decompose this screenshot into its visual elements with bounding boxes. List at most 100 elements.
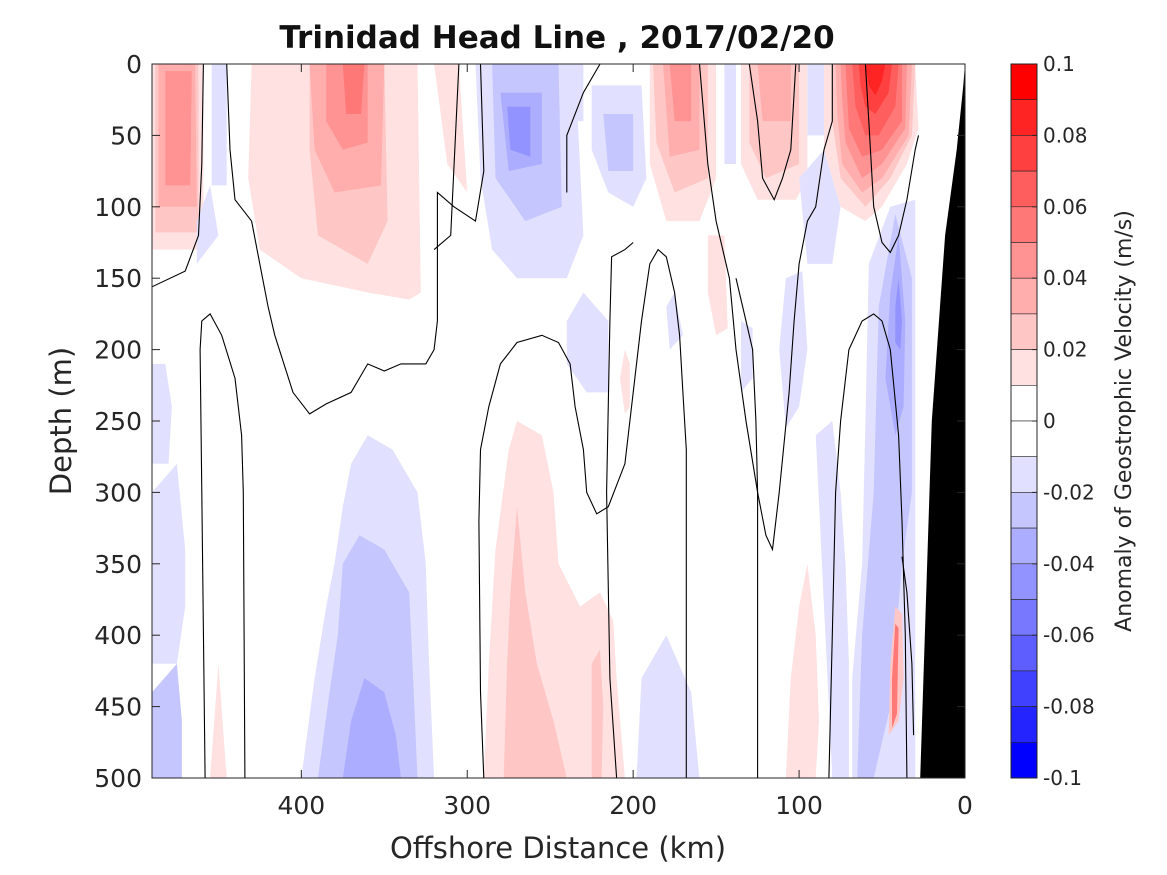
colorbar-tick-label: 0.02: [1043, 338, 1088, 362]
velocity-contour-fill: [815, 421, 849, 778]
chart-title: Trinidad Head Line , 2017/02/20: [279, 20, 834, 56]
velocity-contour-fill: [317, 535, 418, 778]
colorbar-swatch: [1010, 599, 1038, 636]
velocity-contour-fill: [165, 71, 192, 186]
velocity-contour-fill: [807, 64, 824, 136]
y-tick-label: 0: [126, 50, 142, 79]
velocity-contour-fill: [210, 663, 227, 778]
velocity-contour-fill: [342, 64, 365, 114]
velocity-contour-fill: [779, 271, 808, 429]
colorbar-tick-label: -0.02: [1043, 480, 1095, 504]
velocity-contour-fill: [785, 563, 819, 778]
y-tick-label: 200: [94, 336, 142, 365]
colorbar-tick-label: 0.06: [1043, 195, 1088, 219]
colorbar-swatch: [1010, 670, 1038, 707]
colorbar-tick-label: -0.08: [1043, 695, 1095, 719]
colorbar-swatch: [1010, 63, 1038, 101]
velocity-contour-fill: [724, 64, 736, 164]
velocity-contour-fill: [707, 235, 728, 336]
axes: 400 300 200 100 0 0 50 100 150 200 250 300 350 400 450…: [94, 50, 973, 820]
velocity-contour-fill: [211, 64, 227, 186]
zero-contour-line: [566, 64, 601, 193]
y-tick-label: 250: [94, 407, 142, 436]
velocity-contour-fill: [152, 663, 182, 778]
velocity-contour-fill: [666, 292, 683, 350]
colorbar-swatch: [1010, 527, 1038, 565]
y-tick-label: 100: [94, 193, 142, 222]
colorbar-swatch: [1010, 242, 1038, 279]
colorbar-tick-label: 0.1: [1043, 52, 1075, 76]
velocity-contour-fill: [434, 64, 468, 193]
velocity-contour-fill: [799, 149, 841, 264]
zero-contour-line: [478, 248, 687, 778]
colorbar-tick-label: 0.08: [1043, 123, 1088, 147]
zero-contour-line: [828, 313, 908, 778]
colorbar-tick-label: -0.06: [1043, 623, 1095, 647]
velocity-contour-fill: [152, 363, 172, 464]
zero-contour-line: [901, 556, 915, 736]
colorbar-tick-label: 0: [1043, 409, 1056, 433]
x-tick-label: 0: [957, 791, 973, 820]
zero-contour-line: [748, 64, 797, 202]
y-axis-label: Depth (m): [44, 347, 78, 495]
colorbar-swatch: [1010, 313, 1038, 350]
velocity-contour-fill: [196, 185, 219, 264]
x-tick-label: 300: [443, 791, 491, 820]
velocity-contour-fill: [152, 463, 186, 664]
zero-contour-line: [199, 313, 246, 778]
colorbar-swatch: [1010, 170, 1038, 208]
colorbar-swatch: [1010, 563, 1038, 600]
velocity-contour-fill: [503, 506, 567, 778]
colorbar-swatch: [1010, 135, 1038, 172]
y-tick-label: 350: [94, 550, 142, 579]
plot-area: [152, 64, 965, 778]
velocity-contour-fill: [566, 64, 584, 122]
colorbar-swatch: [1010, 206, 1038, 243]
y-tick-label: 450: [94, 693, 142, 722]
velocity-contour-fill: [865, 64, 886, 96]
velocity-contour-fill: [619, 349, 630, 414]
zero-contour-line: [152, 64, 204, 288]
x-axis-label: Offshore Distance (km): [390, 831, 726, 865]
x-tick-label: 200: [609, 791, 657, 820]
velocity-contour-fill: [636, 635, 700, 778]
x-tick-label: 400: [277, 791, 325, 820]
y-tick-label: 400: [94, 621, 142, 650]
zero-contour-line: [433, 64, 460, 251]
colorbar-swatch: [1010, 456, 1038, 493]
colorbar-swatch: [1010, 420, 1038, 458]
velocity-contour-fill: [507, 106, 531, 157]
colorbar-swatch: [1010, 277, 1038, 315]
velocity-contour-fill: [566, 292, 609, 393]
y-tick-label: 150: [94, 264, 142, 293]
colorbar-swatch: [1010, 349, 1038, 386]
colorbar-swatch: [1010, 706, 1038, 743]
colorbar-swatch: [1010, 634, 1038, 672]
colorbar-swatch: [1010, 384, 1038, 422]
velocity-contour-fill: [892, 623, 899, 728]
colorbar-swatch: [1010, 492, 1038, 529]
zero-contour-line: [606, 242, 634, 778]
velocity-contour-fill: [591, 649, 604, 778]
colorbar: 0.1 0.08 0.06 0.04 0.02 0 -0.02 -0.04 -0.06 -0.08…: [1010, 52, 1095, 790]
colorbar-label: Anomaly of Geostrophic Velocity (m/s): [1112, 210, 1137, 632]
colorbar-tick-label: -0.1: [1043, 766, 1082, 790]
y-tick-label: 50: [110, 121, 142, 150]
y-tick-label: 500: [94, 764, 142, 793]
colorbar-swatch: [1010, 741, 1038, 779]
velocity-contour-fill: [757, 64, 791, 122]
velocity-contour-fill: [669, 64, 692, 122]
velocity-contour-fill: [603, 114, 634, 172]
colorbar-swatch: [1010, 99, 1038, 136]
velocity-contour-fill: [342, 678, 401, 778]
velocity-contour-fill: [895, 278, 902, 350]
colorbar-tick-label: -0.04: [1043, 552, 1095, 576]
zero-contour-line: [864, 64, 920, 254]
zero-contour-line: [226, 64, 485, 415]
y-tick-label: 300: [94, 478, 142, 507]
zero-contour-line: [698, 64, 833, 552]
colorbar-tick-label: 0.04: [1043, 266, 1088, 290]
bathymetry-shelf: [920, 64, 965, 778]
zero-contour-line: [735, 278, 759, 778]
